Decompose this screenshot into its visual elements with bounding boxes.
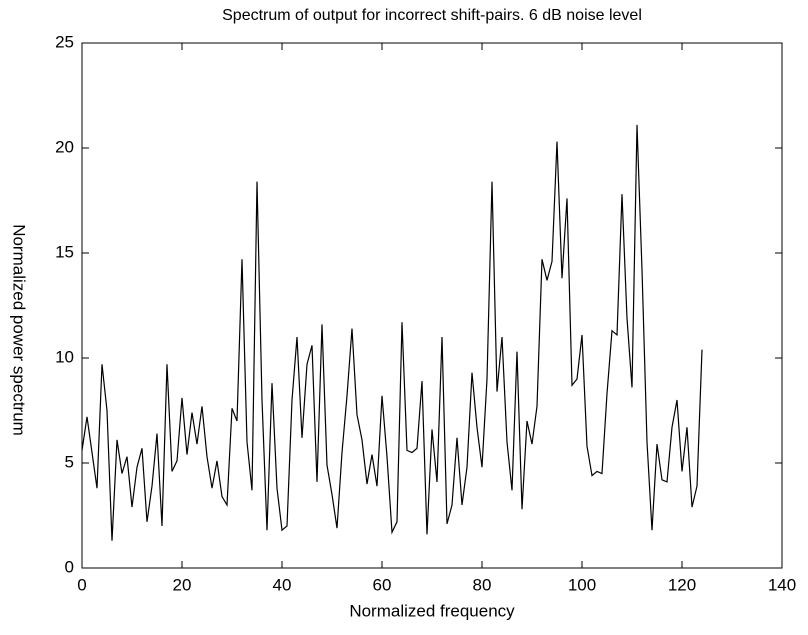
x-tick-label: 20 [173,575,192,594]
y-tick-label: 5 [65,452,74,471]
y-tick-label: 15 [55,242,74,261]
x-tick-label: 140 [768,575,796,594]
y-tick-label: 10 [55,347,74,366]
chart-title: Spectrum of output for incorrect shift-p… [222,7,642,24]
y-axis-label: Normalized power spectrum [10,224,29,436]
x-tick-label: 100 [568,575,596,594]
x-axis-label: Normalized frequency [349,601,515,620]
x-tick-label: 120 [668,575,696,594]
axes-box [81,42,783,569]
y-tick-label: 20 [55,137,74,156]
y-tick-label: 25 [55,32,74,51]
y-tick-label: 0 [65,557,74,576]
x-tick-label: 40 [273,575,292,594]
x-tick-label: 0 [77,575,86,594]
x-tick-label: 60 [373,575,392,594]
line [81,124,703,541]
x-tick-label: 80 [473,575,492,594]
